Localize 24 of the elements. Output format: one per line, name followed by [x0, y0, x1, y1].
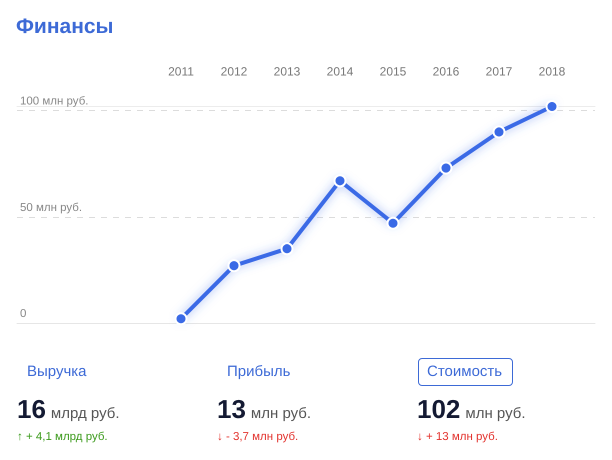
x-tick-label: 2015 [380, 64, 407, 78]
x-tick-label: 2012 [220, 64, 248, 78]
x-tick-label: 2013 [274, 64, 301, 78]
text: Стоимость [427, 362, 502, 382]
text: млн руб. [465, 405, 526, 422]
text: 16 [17, 394, 46, 424]
x-tick-label: 2011 [168, 64, 194, 78]
y-tick-label: 100 млн руб. [20, 96, 88, 108]
y-tick-label: 50 млн руб. [20, 202, 82, 214]
text: ↓ + 13 млн руб. [417, 430, 498, 444]
x-tick-label: 2016 [432, 64, 460, 78]
y-tick-label: 0 [20, 308, 26, 320]
text: 13 [217, 394, 246, 424]
chart-title: Финансы [16, 15, 114, 38]
x-tick-label: 2017 [486, 64, 513, 78]
text: млрд руб. [50, 405, 120, 422]
text: Прибыль [227, 362, 290, 382]
text: ↓ - 3,7 млн руб. [217, 430, 298, 444]
text: ↑ + 4,1 млрд руб. [17, 430, 108, 444]
text: 102 [417, 394, 460, 424]
text: млн руб. [250, 405, 312, 422]
text: Выручка [27, 362, 87, 382]
x-tick-label: 2018 [538, 64, 566, 78]
x-tick-label: 2014 [326, 64, 354, 78]
